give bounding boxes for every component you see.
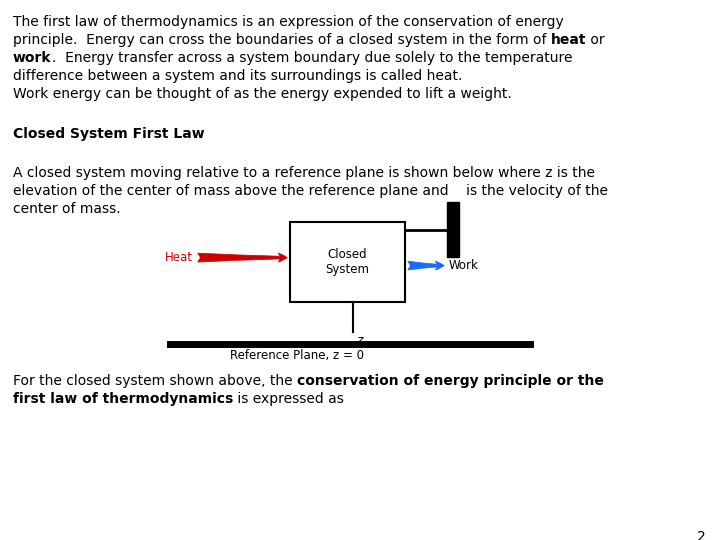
Text: Work: Work	[449, 259, 479, 272]
Text: 2: 2	[697, 530, 706, 540]
Text: conservation of energy principle or the: conservation of energy principle or the	[297, 374, 604, 388]
Text: elevation of the center of mass above the reference plane and    is the velocity: elevation of the center of mass above th…	[13, 184, 608, 198]
Text: or: or	[586, 33, 605, 47]
Text: work: work	[13, 51, 52, 65]
Bar	[290, 221, 405, 302]
Text: For the closed system shown above, the: For the closed system shown above, the	[13, 374, 297, 388]
Text: first law of thermodynamics: first law of thermodynamics	[13, 392, 233, 406]
Text: Closed
System: Closed System	[325, 248, 369, 275]
Text: Reference Plane, z = 0: Reference Plane, z = 0	[230, 349, 364, 362]
Text: is expressed as: is expressed as	[233, 392, 344, 406]
Text: difference between a system and its surroundings is called heat.: difference between a system and its surr…	[13, 69, 462, 83]
Text: .  Energy transfer across a system boundary due solely to the temperature: . Energy transfer across a system bounda…	[52, 51, 572, 65]
Text: A closed system moving relative to a reference plane is shown below where z is t: A closed system moving relative to a ref…	[13, 166, 595, 180]
Text: Closed System First Law: Closed System First Law	[13, 126, 204, 140]
Text: heat: heat	[551, 33, 586, 47]
Text: Heat: Heat	[165, 251, 193, 264]
Text: The first law of thermodynamics is an expression of the conservation of energy: The first law of thermodynamics is an ex…	[13, 15, 564, 29]
Text: principle.  Energy can cross the boundaries of a closed system in the form of: principle. Energy can cross the boundari…	[13, 33, 551, 47]
Text: Work energy can be thought of as the energy expended to lift a weight.: Work energy can be thought of as the ene…	[13, 87, 512, 101]
Bar	[447, 202, 459, 257]
Text: z: z	[356, 334, 363, 347]
Text: center of mass.: center of mass.	[13, 202, 121, 216]
